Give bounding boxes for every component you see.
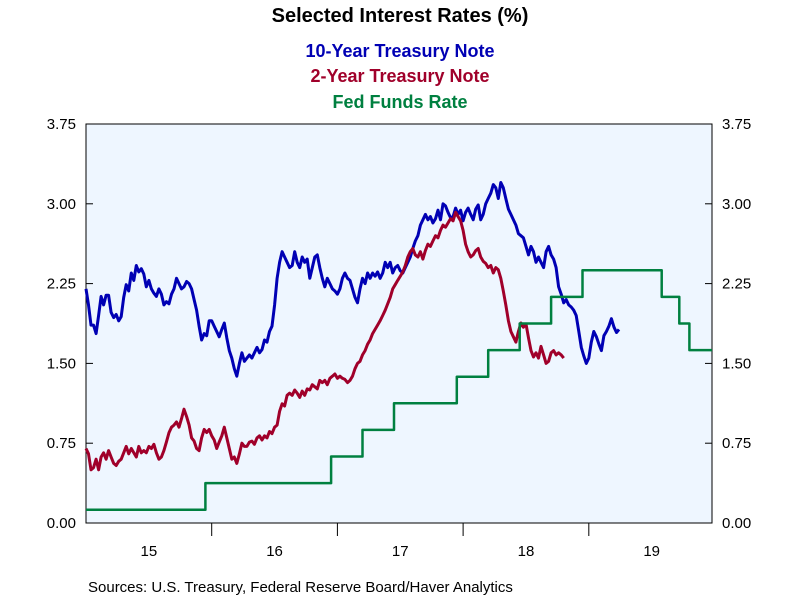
y-tick-label-right: 3.75: [722, 116, 751, 133]
x-tick-label: 16: [266, 543, 283, 560]
y-tick-label-left: 1.50: [47, 355, 76, 372]
series-lines: [84, 181, 712, 511]
y-tick-label-left: 0.00: [47, 515, 76, 532]
y-tick-label-right: 2.25: [722, 276, 751, 293]
y-tick-label-left: 2.25: [47, 276, 76, 293]
series-line-two-year: [84, 210, 565, 472]
y-tick-label-right: 0.75: [722, 435, 751, 452]
chart-title: Selected Interest Rates (%): [272, 5, 529, 27]
series-line-fed-funds: [86, 269, 712, 511]
source-note: Sources: U.S. Treasury, Federal Reserve …: [88, 579, 513, 596]
x-axis: 15 16 17 18 19: [141, 523, 660, 560]
legend-fed-funds: Fed Funds Rate: [332, 92, 467, 112]
y-tick-label-right: 1.50: [722, 355, 751, 372]
x-tick-label: 17: [392, 543, 409, 560]
legend-ten-year: 10-Year Treasury Note: [305, 41, 494, 61]
x-tick-label: 18: [518, 543, 535, 560]
series-line-ten-year: [84, 181, 621, 378]
y-tick-label-left: 0.75: [47, 435, 76, 452]
x-tick-label: 19: [643, 543, 660, 560]
y-axis-left: 0.00 0.75 1.50 2.25 3.00 3.75: [47, 116, 93, 532]
y-tick-label-left: 3.75: [47, 116, 76, 133]
y-axis-right: 0.00 0.75 1.50 2.25 3.00 3.75: [705, 116, 751, 532]
legend-two-year: 2-Year Treasury Note: [310, 66, 489, 86]
y-tick-label-left: 3.00: [47, 196, 76, 213]
y-tick-label-right: 0.00: [722, 515, 751, 532]
plot-area: [85, 123, 713, 524]
y-tick-label-right: 3.00: [722, 196, 751, 213]
x-tick-label: 15: [141, 543, 158, 560]
